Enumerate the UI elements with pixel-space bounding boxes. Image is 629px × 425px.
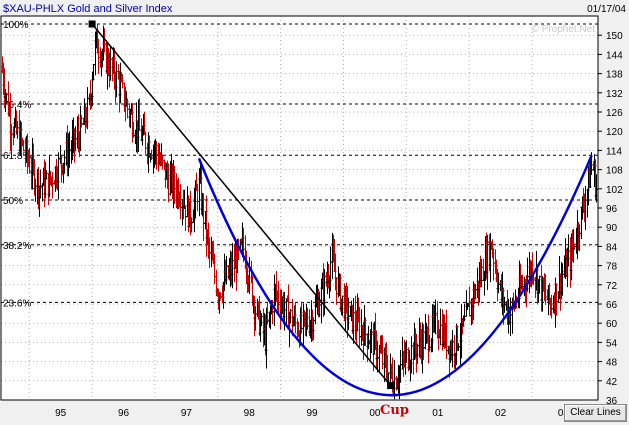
trend-start-marker: [88, 20, 96, 28]
fib-label: 61.8%: [3, 151, 31, 162]
x-tick-label: 95: [55, 408, 67, 419]
x-tick-label: 03: [558, 408, 570, 419]
overlays: Cup: [88, 20, 593, 418]
y-tick-label: 132: [606, 89, 623, 100]
trend-end-marker: [387, 382, 395, 390]
chart-title: $XAU-PHLX Gold and Silver Index: [3, 3, 173, 15]
y-tick-label: 138: [606, 70, 623, 81]
x-tick-label: 02: [495, 408, 507, 419]
y-tick-label: 54: [606, 338, 618, 349]
fib-label: 100%: [3, 20, 29, 31]
fib-label: 38.2%: [3, 241, 31, 252]
price-bars: [0, 23, 599, 400]
y-tick-label: 126: [606, 108, 623, 119]
y-tick-label: 144: [606, 50, 623, 61]
cup-label: Cup: [380, 403, 409, 418]
fibonacci-lines: 100% 76.4% 61.8% 50% 38.2% 23.6%: [1, 20, 598, 309]
y-tick-label: 66: [606, 300, 618, 311]
y-tick-label: 84: [606, 242, 618, 253]
y-tick-label: 114: [606, 146, 622, 157]
x-tick-label: 99: [307, 408, 319, 419]
x-tick-label: 98: [244, 408, 256, 419]
fib-label: 50%: [3, 196, 23, 207]
fib-label: 23.6%: [3, 298, 31, 309]
x-tick-label: 96: [118, 408, 130, 419]
y-tick-label: 108: [606, 166, 623, 177]
grid: [1, 16, 598, 400]
y-tick-label: 72: [606, 281, 618, 292]
x-tick-label: 00: [369, 408, 381, 419]
watermark: © Prophet.Net: [531, 24, 595, 35]
x-tick-label: 97: [181, 408, 193, 419]
y-tick-label: 96: [606, 204, 618, 215]
trend-line: [91, 23, 392, 387]
y-tick-label: 48: [606, 358, 618, 369]
x-tick-label: 01: [432, 408, 444, 419]
y-tick-label: 90: [606, 223, 618, 234]
y-tick-label: 36: [606, 396, 618, 407]
header-date: 01/17/04: [587, 4, 626, 15]
axes: 42 48 54 60 66 72 78 84 90 96 102 108 114 120 126 132 13…: [55, 31, 623, 419]
y-tick-label: 102: [606, 185, 623, 196]
y-tick-label: 78: [606, 262, 618, 273]
y-tick-label: 150: [606, 31, 623, 42]
y-tick-label: 42: [606, 377, 618, 388]
y-tick-label: 60: [606, 319, 618, 330]
clear-lines-button[interactable]: Clear Lines: [564, 404, 627, 422]
fib-label: 76.4%: [3, 100, 31, 111]
y-tick-label: 120: [606, 127, 623, 138]
cup-curve: [197, 154, 593, 397]
